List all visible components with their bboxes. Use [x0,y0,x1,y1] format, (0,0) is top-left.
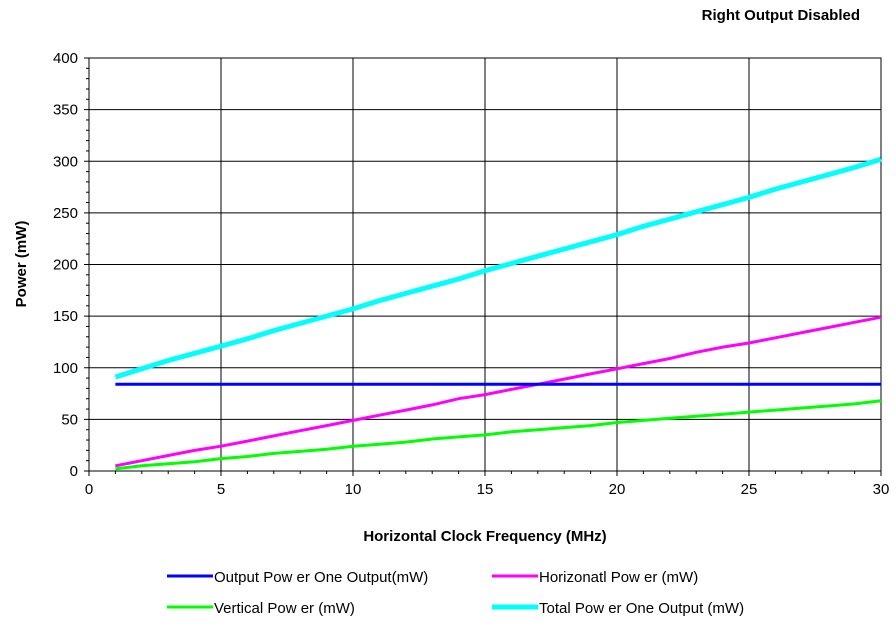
y-axis-label: Power (mW) [13,221,30,308]
series-line-3 [115,399,882,471]
y-tick-label: 200 [53,257,78,274]
y-axis-ticks: 0 50 100 150 200 250 300 350 400 [53,50,89,480]
y-tick-label: 250 [53,205,78,222]
y-tick-label: 400 [53,50,78,67]
legend-label-3: Vertical Pow er (mW) [214,600,355,617]
gridlines [89,58,881,471]
x-tick-label: 20 [609,481,626,498]
series-lines [114,156,882,471]
x-tick-label: 30 [873,481,890,498]
chart-title: Right Output Disabled [702,7,860,24]
x-tick-label: 0 [85,481,93,498]
y-tick-label: 150 [53,308,78,325]
y-tick-label: 50 [61,411,78,428]
series-line-4 [114,156,882,380]
x-tick-label: 25 [741,481,758,498]
y-tick-label: 100 [53,360,78,377]
x-tick-label: 10 [345,481,362,498]
x-axis-ticks: 0 5 10 15 20 25 30 [85,471,890,498]
x-tick-label: 5 [217,481,225,498]
series-line-2 [115,315,882,468]
x-axis-label: Horizontal Clock Frequency (MHz) [363,528,606,545]
legend: Output Pow er One Output(mW) Horizonatl P… [167,569,744,617]
legend-label-1: Output Pow er One Output(mW) [214,569,428,586]
x-tick-label: 15 [477,481,494,498]
y-tick-label: 0 [70,463,78,480]
legend-label-4: Total Pow er One Output (mW) [539,600,744,617]
y-tick-label: 350 [53,102,78,119]
legend-label-2: Horizonatl Pow er (mW) [539,569,698,586]
y-tick-label: 300 [53,153,78,170]
